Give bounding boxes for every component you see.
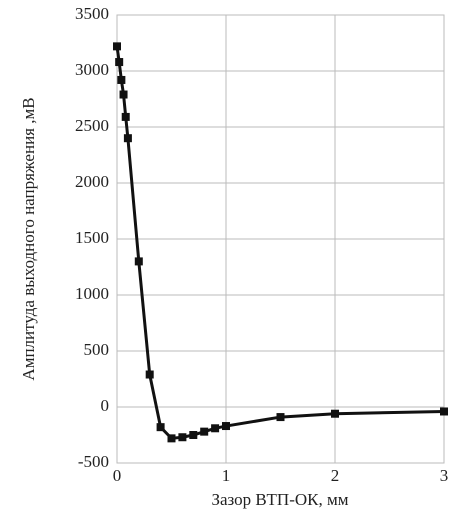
- data-point: [189, 431, 198, 439]
- x-axis-label: Зазор ВТП-ОК, мм: [212, 490, 349, 509]
- y-tick-label: 3000: [75, 60, 109, 79]
- y-tick-label: 0: [101, 396, 110, 415]
- data-point: [222, 422, 230, 431]
- data-point: [145, 370, 154, 379]
- data-point: [156, 423, 165, 432]
- data-point: [121, 112, 130, 121]
- y-tick-label: 1000: [75, 284, 109, 303]
- data-point: [331, 409, 339, 418]
- data-point: [134, 257, 143, 266]
- data-point: [211, 424, 220, 433]
- x-tick-label: 2: [331, 466, 340, 485]
- data-point: [123, 134, 132, 143]
- data-point: [178, 433, 187, 442]
- y-tick-label: -500: [78, 452, 109, 471]
- data-line: [115, 46, 445, 440]
- data-point: [119, 90, 128, 99]
- y-tick-label: 2500: [75, 116, 109, 135]
- data-point: [440, 407, 448, 416]
- data-point: [117, 75, 126, 84]
- x-tick-label: 3: [440, 466, 449, 485]
- x-tick-label: 0: [113, 466, 122, 485]
- data-point: [200, 427, 209, 436]
- x-tick-label: 1: [222, 466, 231, 485]
- y-tick-label: 2000: [75, 172, 109, 191]
- data-point: [113, 42, 121, 51]
- y-tick-label: 500: [84, 340, 110, 359]
- data-point: [115, 58, 124, 67]
- y-axis-label: Амплитуда выходного напряжения ,мВ: [19, 97, 38, 380]
- y-tick-label: 3500: [75, 4, 109, 23]
- data-point: [276, 413, 285, 422]
- data-point: [167, 434, 176, 443]
- y-tick-label: 1500: [75, 228, 109, 247]
